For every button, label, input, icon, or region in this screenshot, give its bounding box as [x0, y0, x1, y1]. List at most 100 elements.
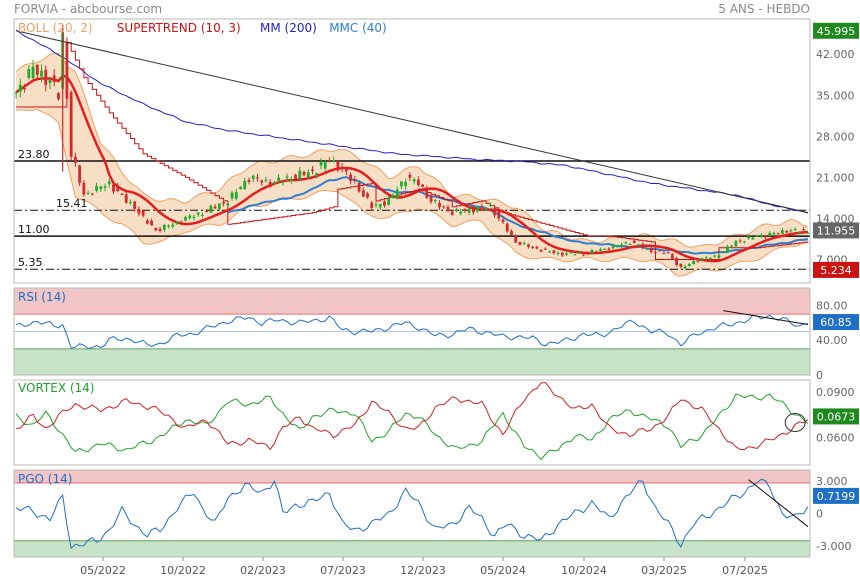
candle-body — [387, 197, 391, 205]
mm200-line — [15, 29, 809, 214]
candle-body — [256, 177, 259, 179]
candle-body — [23, 88, 26, 90]
candle-body — [717, 255, 721, 258]
x-axis-label: 10/2022 — [160, 564, 206, 577]
price-y-tick: 35.000 — [816, 89, 855, 102]
candle-body — [510, 230, 513, 235]
vortex-panel-frame — [13, 379, 811, 466]
candle-body — [82, 182, 86, 195]
candle-body — [73, 156, 77, 163]
candle-body — [400, 181, 403, 187]
candle-body — [137, 208, 141, 214]
price-badge-0: 45.995 — [817, 25, 856, 38]
candle-body — [90, 193, 94, 195]
rsi-y-tick: 0 — [816, 369, 823, 382]
x-axis-label: 05/2024 — [480, 564, 526, 577]
candle-body — [14, 92, 18, 94]
candle-body — [687, 263, 691, 267]
candle-body — [158, 228, 162, 231]
candle-body — [704, 257, 708, 259]
candle-body — [700, 257, 704, 261]
level-label-2: 11.00 — [18, 223, 50, 236]
candle-body — [217, 203, 221, 210]
candle-body — [412, 179, 416, 182]
candle-body — [607, 248, 611, 250]
legend-item-1: SUPERTREND (10, 3) — [117, 21, 241, 35]
candle-body — [471, 207, 475, 213]
candle-body — [755, 235, 759, 237]
candle-body — [442, 206, 446, 208]
candle-body — [726, 246, 729, 253]
candle-body — [577, 252, 581, 254]
candle-body — [315, 173, 319, 175]
candle-body — [709, 257, 712, 259]
candle-body — [112, 184, 115, 192]
x-axis-label: 10/2024 — [561, 564, 607, 577]
candle-body — [569, 252, 573, 254]
supertrend-fast-line — [15, 74, 809, 263]
candle-body — [776, 233, 780, 235]
pgo-trend-line-0 — [748, 479, 809, 527]
rsi-oversold-zone — [14, 348, 810, 375]
candle-body — [234, 192, 238, 199]
candle-body — [141, 210, 145, 216]
candle-body — [785, 230, 789, 233]
candle-body — [455, 208, 458, 212]
candle-body — [764, 235, 767, 238]
candle-body — [383, 201, 386, 206]
candle-body — [349, 174, 353, 181]
vortex-cross-marker — [784, 413, 806, 432]
vortex-y-tick: 0.0900 — [816, 386, 855, 399]
candle-body — [806, 232, 810, 234]
candle-body — [670, 254, 674, 259]
x-axis-label: 12/2023 — [400, 564, 446, 577]
candle-body — [40, 70, 43, 77]
candle-body — [302, 171, 306, 176]
vortex-badge: 0.0673 — [817, 410, 856, 423]
rsi-trend-line-0 — [723, 310, 808, 326]
candle-body — [374, 204, 378, 206]
candle-body — [95, 185, 98, 191]
candle-body — [247, 180, 251, 182]
candle-body — [222, 202, 225, 204]
candle-body — [666, 252, 670, 254]
candle-body — [133, 201, 137, 209]
level-label-1: 15.41 — [56, 197, 88, 210]
bollinger-band-fill — [16, 53, 808, 277]
candle-body — [692, 261, 695, 265]
candle-body — [425, 188, 429, 198]
candle-body — [285, 176, 289, 178]
candle-body — [408, 174, 412, 178]
candle-body — [205, 210, 209, 212]
candle-body — [226, 203, 230, 206]
candle-body — [759, 234, 763, 237]
candle-body — [565, 253, 568, 255]
candle-body — [209, 205, 213, 213]
candle-body — [599, 249, 602, 251]
vortex-neg-line — [16, 382, 809, 451]
rsi-badge-box — [813, 314, 859, 331]
candle-body — [357, 182, 361, 192]
rsi-line — [15, 314, 808, 350]
candle-body — [518, 241, 522, 245]
candle-body — [789, 230, 793, 232]
candle-body — [213, 206, 217, 209]
candle-body — [793, 228, 797, 230]
candle-body — [35, 64, 39, 75]
pgo-low-zone — [14, 540, 810, 557]
candle-body — [150, 220, 154, 226]
level-label-3: 5.35 — [18, 256, 43, 269]
pgo-line — [15, 478, 809, 550]
candle-body — [552, 250, 556, 254]
candle-body — [781, 230, 784, 234]
x-axis-label: 05/2022 — [80, 564, 126, 577]
candle-body — [505, 223, 509, 232]
candle-body — [196, 212, 200, 215]
candle-body — [239, 186, 242, 190]
candle-body — [539, 249, 543, 252]
candle-body — [802, 229, 806, 231]
vortex-title: VORTEX (14) — [18, 381, 95, 395]
candle-body — [264, 179, 268, 181]
